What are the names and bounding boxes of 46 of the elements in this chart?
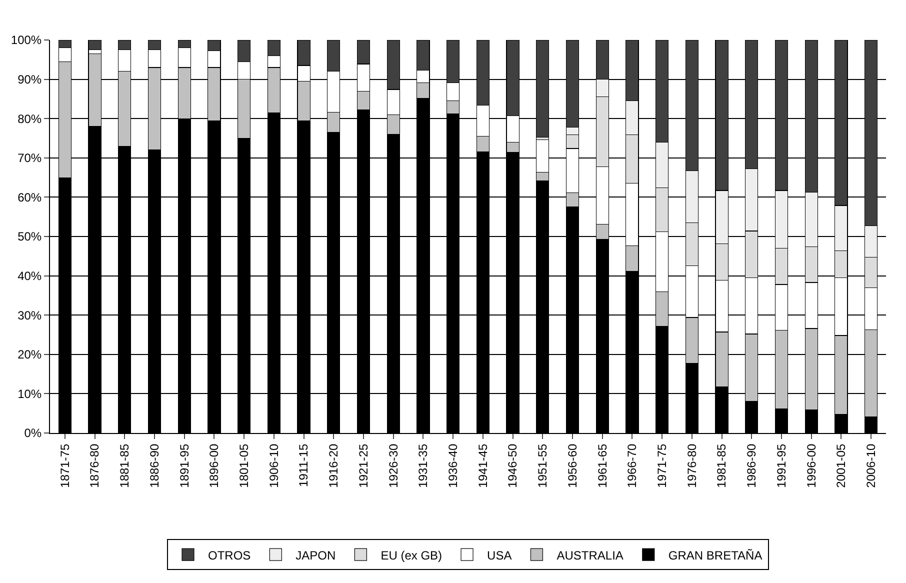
x-tick-label: 1946-50: [506, 443, 520, 488]
x-tick-label: 1886-90: [147, 443, 162, 488]
y-tick-label: 40%: [18, 269, 42, 283]
x-tick-label: 1936-40: [446, 443, 460, 488]
x-tick-label: 1951-55: [536, 443, 550, 488]
y-tick-label: 10%: [18, 386, 42, 401]
x-tick-label: 1991-95: [774, 443, 788, 488]
x-tick-label: 1971-75: [654, 443, 669, 488]
x-tick-label: 1961-65: [595, 443, 610, 488]
y-tick-label: 30%: [18, 308, 42, 322]
x-tick-label: 1876-80: [88, 443, 102, 488]
x-tick-label: 1926-30: [386, 443, 400, 488]
bar: [88, 40, 102, 50]
x-tick-label: 1891-95: [177, 443, 192, 488]
x-tick-label: 1801-05: [236, 443, 251, 488]
x-tick-label: 1956-60: [565, 443, 580, 488]
x-tick-label: 1941-45: [476, 443, 490, 488]
legend-label: OTROS: [208, 548, 251, 562]
y-tick-label: 50%: [18, 230, 42, 244]
x-tick-label: 1871-75: [58, 443, 72, 488]
x-tick-label: 1896-00: [207, 443, 222, 488]
x-tick-label: 1881-85: [118, 443, 132, 488]
x-tick-label: 1986-90: [744, 443, 759, 488]
y-tick-label: 80%: [18, 112, 42, 126]
legend-label: AUSTRALIA: [556, 548, 624, 562]
y-tick-label: 100%: [10, 33, 42, 48]
legend-label: EU (ex GB): [380, 548, 442, 562]
x-tick-label: 1966-70: [625, 443, 640, 488]
y-tick-label: 90%: [18, 72, 42, 86]
x-tick-label: 1916-20: [326, 443, 341, 488]
y-tick-label: 60%: [18, 190, 42, 204]
y-tick-label: 70%: [18, 151, 42, 166]
x-tick-label: 2006-10: [864, 443, 878, 488]
x-tick-label: 1931-35: [416, 443, 430, 488]
legend-label: GRAN BRETAÑA: [668, 548, 762, 562]
legend-label: USA: [487, 548, 512, 562]
x-tick-label: 1911-15: [296, 443, 311, 487]
x-tick-label: 1976-80: [684, 443, 699, 488]
x-tick-label: 2001-05: [834, 443, 848, 488]
x-tick-label: 1981-85: [714, 443, 729, 488]
x-tick-label: 1921-25: [356, 443, 370, 488]
x-tick-label: 1906-10: [266, 443, 281, 488]
x-tick-label: 1996-00: [804, 443, 818, 488]
y-tick-label: 20%: [18, 348, 42, 362]
legend-label: JAPON: [296, 548, 336, 562]
y-tick-label: 0%: [24, 426, 42, 440]
